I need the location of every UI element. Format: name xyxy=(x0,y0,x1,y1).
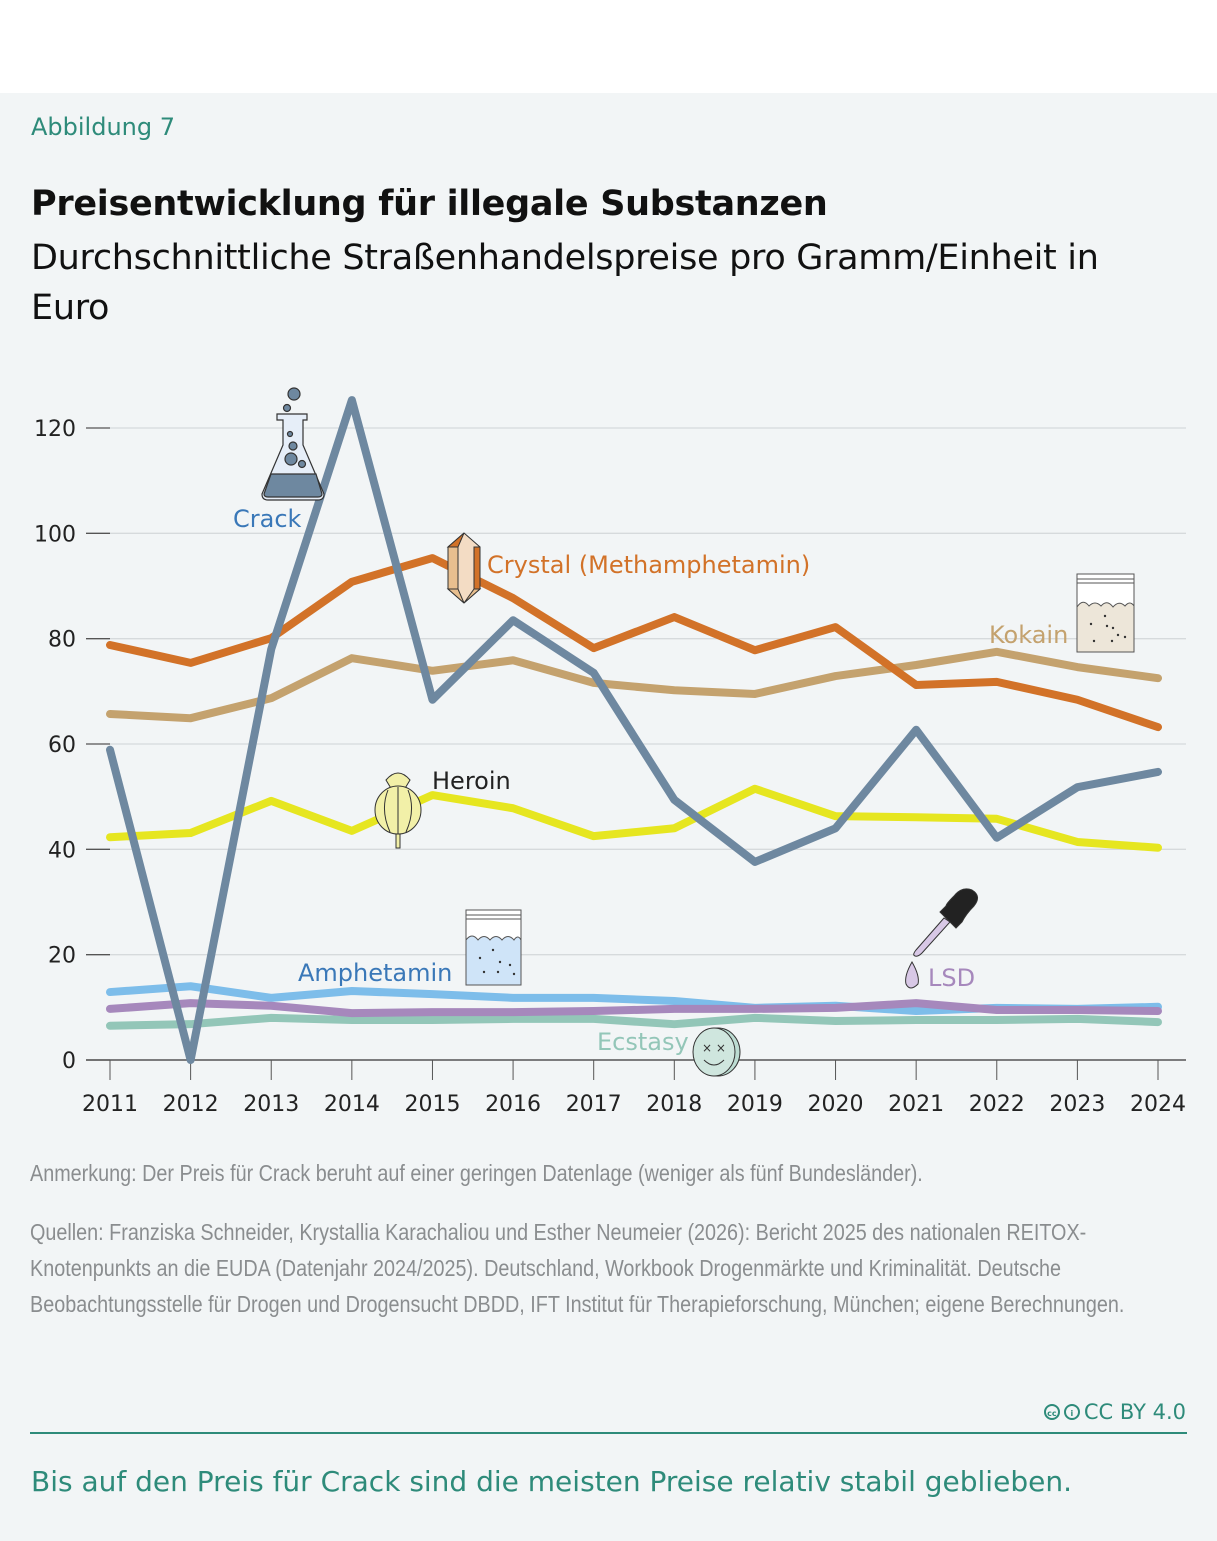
series-line-lsd xyxy=(106,999,1162,1018)
x-tick-label: 2019 xyxy=(727,1092,783,1117)
y-tick-label: 100 xyxy=(34,522,76,547)
x-tick-label: 2024 xyxy=(1130,1092,1186,1117)
figure-label: Abbildung 7 xyxy=(31,113,176,141)
remark-note: Anmerkung: Der Preis für Crack beruht au… xyxy=(30,1160,923,1186)
x-axis: 2011 2012 2013 2014 2015 2016 2017 2018 2019 2020… xyxy=(82,1059,1186,1117)
by-icon: i xyxy=(1063,1404,1080,1420)
x-tick-label: 2020 xyxy=(808,1092,864,1117)
y-axis: 0 20 40 60 80 100 120 xyxy=(34,417,110,1074)
series-label-heroin: Heroin xyxy=(432,767,511,795)
x-tick-label: 2011 xyxy=(82,1092,138,1117)
dropper-icon xyxy=(905,888,978,989)
poppy-icon xyxy=(374,772,422,849)
series-label-crack: Crack xyxy=(233,505,302,533)
series-label-kokain: Kokain xyxy=(989,621,1068,649)
flask-icon xyxy=(261,387,325,501)
license-text[interactable]: CC BY 4.0 xyxy=(1083,1400,1186,1424)
x-tick-label: 2018 xyxy=(646,1092,702,1117)
x-tick-label: 2012 xyxy=(163,1092,219,1117)
license: cc i CC BY 4.0 xyxy=(1043,1400,1186,1424)
x-tick-label: 2023 xyxy=(1049,1092,1105,1117)
powder-bag-blue-icon xyxy=(465,909,522,986)
svg-text:× ×: × × xyxy=(702,1041,726,1055)
x-tick-label: 2017 xyxy=(566,1092,622,1117)
y-tick-label: 60 xyxy=(48,733,76,758)
series-label-lsd: LSD xyxy=(928,964,975,992)
y-tick-label: 120 xyxy=(34,417,76,442)
crystal-icon xyxy=(446,532,482,604)
x-tick-label: 2013 xyxy=(243,1092,299,1117)
series-line-ecstasy xyxy=(106,1013,1162,1030)
series-lines xyxy=(106,396,1162,1064)
sources-note: Quellen: Franziska Schneider, Krystallia… xyxy=(30,1219,1125,1317)
x-tick-label: 2014 xyxy=(324,1092,380,1117)
series-line-kokain xyxy=(106,647,1162,723)
divider xyxy=(30,1432,1187,1434)
pill-icon: × × xyxy=(692,1027,741,1077)
cc-icon: cc xyxy=(1043,1404,1060,1420)
chart-subtitle: Durchschnittliche Straßenhandelspreise p… xyxy=(31,238,1099,328)
series-label-crystal: Crystal (Methamphetamin) xyxy=(487,551,810,579)
x-tick-label: 2021 xyxy=(888,1092,944,1117)
figure-panel xyxy=(0,93,1217,1541)
y-tick-label: 20 xyxy=(48,944,76,969)
y-tick-label: 0 xyxy=(62,1049,76,1074)
y-tick-label: 80 xyxy=(48,628,76,653)
x-tick-label: 2022 xyxy=(969,1092,1025,1117)
chart-title: Preisentwicklung für illegale Substanzen xyxy=(31,184,828,224)
series-line-crystal xyxy=(106,554,1162,732)
x-tick-label: 2015 xyxy=(404,1092,460,1117)
series-label-ecstasy: Ecstasy xyxy=(597,1028,689,1056)
x-tick-label: 2016 xyxy=(485,1092,541,1117)
series-line-crack xyxy=(106,396,1162,1064)
series-label-amphetamin: Amphetamin xyxy=(298,959,452,987)
takeaway-text: Bis auf den Preis für Crack sind die mei… xyxy=(31,1465,1072,1498)
powder-bag-icon xyxy=(1076,573,1135,653)
y-tick-label: 40 xyxy=(48,838,76,863)
